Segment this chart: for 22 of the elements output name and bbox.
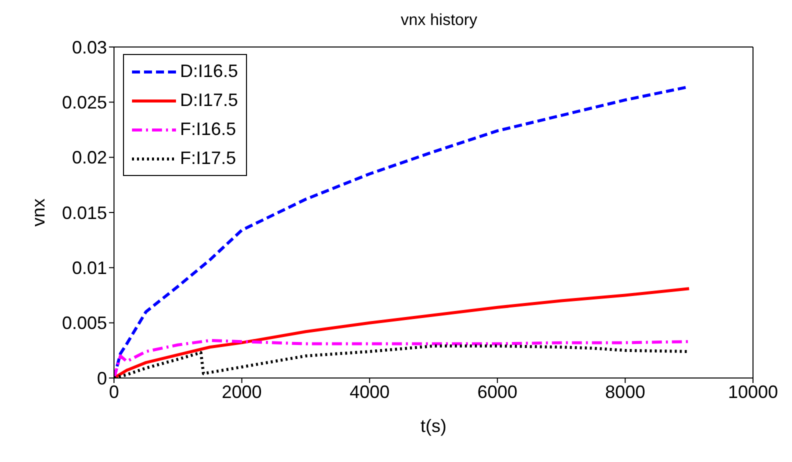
x-tick-label: 10000: [728, 382, 778, 402]
y-tick-label: 0.025: [62, 92, 107, 113]
legend-label: F:I17.5: [180, 148, 236, 169]
x-tick-label: 8000: [605, 382, 646, 402]
line-series: [114, 338, 691, 378]
y-tick-label: 0.015: [62, 202, 107, 223]
x-tick-label: 6000: [477, 382, 518, 402]
y-tick-label: 0.005: [62, 313, 107, 334]
y-tick-label: 0.01: [72, 258, 107, 278]
y-tick-label: 0.02: [72, 148, 107, 168]
x-tick-label: 2000: [222, 382, 262, 402]
line-series: [114, 287, 691, 378]
chart-title: vnx history: [400, 12, 478, 30]
legend-label: D:I16.5: [180, 61, 238, 82]
x-axis-title: t(s): [420, 416, 446, 436]
y-tick-label: 0: [96, 368, 107, 388]
y-tick-label: 0.03: [72, 37, 107, 58]
legend-label: F:I16.5: [180, 119, 236, 140]
x-tick-label: 0: [108, 382, 120, 402]
y-axis-title: vnx: [28, 198, 48, 227]
x-tick-label: 4000: [350, 382, 390, 402]
legend-label: D:I17.5: [180, 90, 238, 111]
